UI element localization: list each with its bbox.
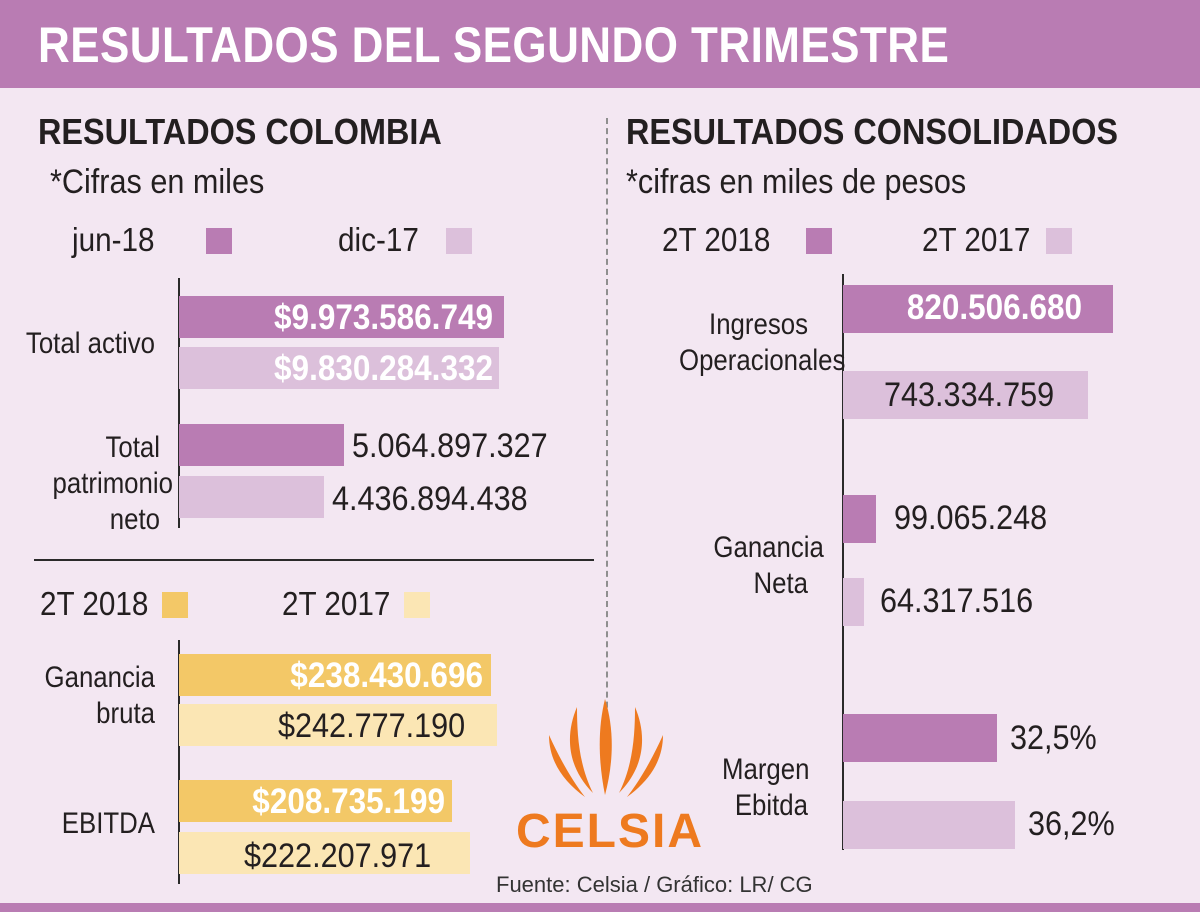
category-label-total-patrimonio-text: Total patrimonio neto	[52, 431, 173, 536]
consolidados-note: *cifras en miles de pesos	[626, 163, 967, 201]
legend-swatch-2t-2017-yellow	[404, 592, 430, 618]
section-divider-horizontal	[34, 559, 594, 561]
consolidados-title: RESULTADOS CONSOLIDADOS	[626, 111, 1119, 152]
legend-label-2t-2017: 2T 2017	[922, 221, 1031, 258]
celsia-logo-mark: CELSIA	[516, 699, 704, 858]
legend-swatch-2t-2018-yellow	[162, 592, 188, 618]
source-note: Fuente: Celsia / Gráfico: LR/ CG	[496, 872, 813, 897]
category-label-margen-ebitda: Margen Ebitda	[664, 752, 810, 824]
legend-swatch-2t-2017	[1046, 228, 1072, 254]
celsia-logo: CELSIA	[505, 695, 715, 865]
category-label-ganancia-bruta: Ganancia bruta	[22, 660, 155, 732]
colombia-axis-2	[178, 640, 180, 884]
legend-swatch-dic-17	[446, 228, 472, 254]
category-label-ebitda: EBITDA	[61, 807, 155, 840]
bar-total-activo-jun-18	[179, 296, 504, 338]
value-total-patrimonio-dic-17: 4.436.894.438	[332, 480, 528, 518]
colombia-title: RESULTADOS COLOMBIA	[38, 111, 442, 152]
value-ingresos-2t-2018: 820.506.680	[906, 288, 1082, 327]
bar-total-activo-dic-17	[179, 347, 499, 389]
bar-ganancia-neta-2t-2017	[843, 578, 864, 626]
category-label-ganancia-neta-text: Ganancia Neta	[713, 531, 824, 600]
title-band	[0, 0, 1200, 88]
bottom-band	[0, 903, 1200, 912]
section-divider-vertical	[606, 118, 608, 758]
value-total-activo-jun-18: $9.973.586.749	[274, 298, 493, 337]
value-total-patrimonio-jun-18: 5.064.897.327	[352, 427, 548, 465]
value-margen-ebitda-2t-2018: 32,5%	[1010, 719, 1097, 757]
value-total-activo-dic-17: $9.830.284.332	[274, 349, 493, 388]
bar-ganancia-neta-2t-2018	[843, 495, 876, 543]
value-ganancia-neta-2t-2017: 64.317.516	[880, 582, 1034, 620]
bar-ganancia-bruta-2t-2018	[179, 654, 491, 696]
bar-total-patrimonio-jun-18	[179, 424, 344, 466]
bar-margen-ebitda-2t-2018	[843, 714, 997, 762]
value-ganancia-bruta-2t-2017: $242.777.190	[278, 707, 466, 745]
category-label-total-patrimonio: Total patrimonio neto	[22, 430, 173, 538]
legend-label-2t-2017-yellow: 2T 2017	[282, 585, 391, 622]
celsia-logo-text: CELSIA	[516, 805, 704, 858]
value-ebitda-2t-2017: $222.207.971	[244, 837, 432, 875]
value-ganancia-bruta-2t-2018: $238.430.696	[290, 656, 483, 695]
bar-ebitda-2t-2017	[179, 832, 470, 874]
value-ganancia-neta-2t-2018: 99.065.248	[894, 499, 1048, 537]
colombia-axis	[178, 278, 180, 528]
value-ebitda-2t-2018: $208.735.199	[252, 782, 445, 821]
category-label-ingresos-text: Ingresos Operacionales	[679, 308, 846, 377]
legend-swatch-jun-18	[206, 228, 232, 254]
consolidados-axis	[842, 274, 844, 850]
category-label-ingresos: Ingresos Operacionales	[664, 307, 846, 379]
bar-total-patrimonio-dic-17	[179, 476, 324, 518]
legend-label-jun-18: jun-18	[72, 221, 155, 258]
category-label-margen-ebitda-text: Margen Ebitda	[722, 753, 810, 822]
colombia-note: *Cifras en miles	[50, 163, 265, 201]
legend-label-dic-17: dic-17	[338, 221, 419, 258]
legend-label-2t-2018: 2T 2018	[662, 221, 771, 258]
bar-margen-ebitda-2t-2017	[843, 801, 1015, 849]
category-label-ganancia-bruta-text: Ganancia bruta	[44, 661, 155, 730]
value-ingresos-2t-2017: 743.334.759	[884, 376, 1055, 414]
bar-ingresos-2t-2017	[843, 371, 1088, 419]
bar-ingresos-2t-2018	[843, 285, 1113, 333]
legend-label-2t-2018-yellow: 2T 2018	[40, 585, 149, 622]
page-title: RESULTADOS DEL SEGUNDO TRIMESTRE	[38, 17, 950, 73]
value-margen-ebitda-2t-2017: 36,2%	[1028, 805, 1115, 843]
bar-ebitda-2t-2018	[179, 780, 452, 822]
category-label-total-activo: Total activo	[25, 327, 155, 360]
legend-swatch-2t-2018	[806, 228, 832, 254]
category-label-ganancia-neta: Ganancia Neta	[664, 530, 824, 602]
bar-ganancia-bruta-2t-2017	[179, 704, 497, 746]
